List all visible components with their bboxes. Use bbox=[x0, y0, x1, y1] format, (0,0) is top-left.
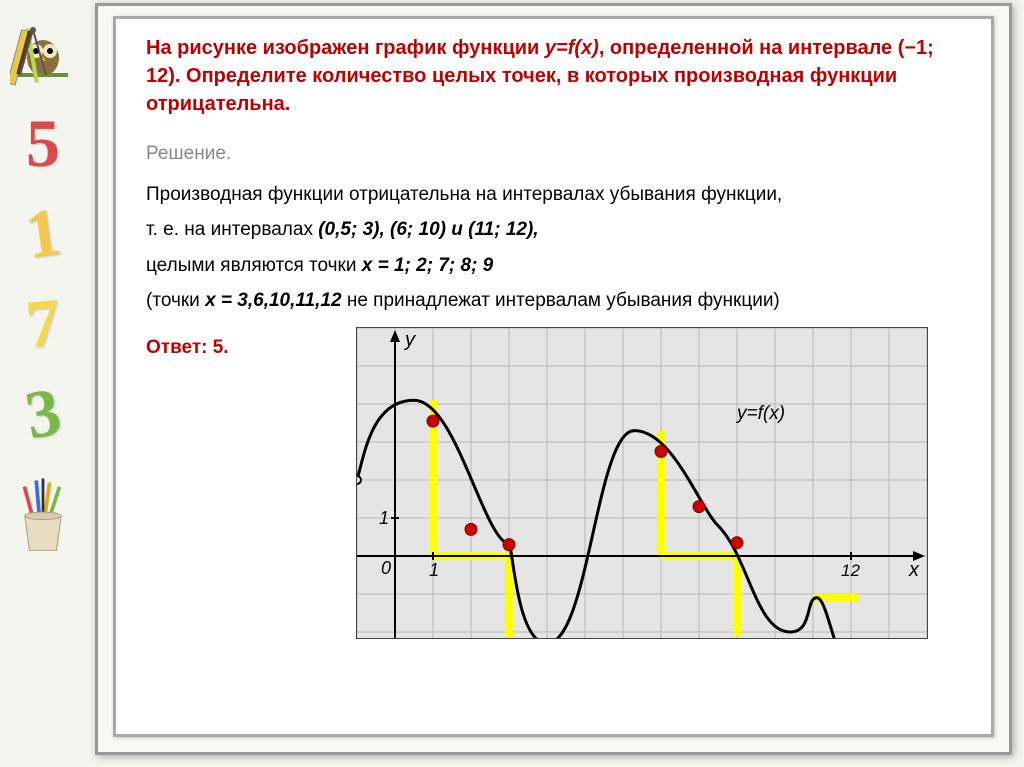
problem-function: y=f(x) bbox=[545, 37, 599, 59]
problem-text-1: На рисунке изображен график функции bbox=[146, 37, 545, 59]
problem-statement: На рисунке изображен график функции y=f(… bbox=[146, 34, 961, 118]
s2-text: т. е. на интервалах bbox=[146, 219, 318, 240]
svg-text:1: 1 bbox=[379, 508, 389, 528]
s2-intervals: (0,5; 3), (6; 10) и (11; 12), bbox=[318, 219, 538, 240]
solution-line-3: целыми являются точки x = 1; 2; 7; 8; 9 bbox=[146, 251, 961, 280]
compass-icon bbox=[8, 20, 58, 90]
digit-5-decoration: 5 bbox=[8, 105, 78, 180]
solution-line-2: т. е. на интервалах (0,5; 3), (6; 10) и … bbox=[146, 215, 961, 244]
svg-text:y: y bbox=[403, 329, 416, 351]
content-area: На рисунке изображен график функции y=f(… bbox=[113, 16, 994, 737]
chart-container: 0 1 1 y x 12 y=f(x) bbox=[356, 327, 961, 639]
svg-text:1: 1 bbox=[429, 560, 439, 580]
s4-excluded: x = 3,6,10,11,12 bbox=[205, 290, 341, 311]
sidebar-decorations: 5 1 7 3 bbox=[8, 15, 88, 575]
outer-frame: На рисунке изображен график функции y=f(… bbox=[95, 3, 1012, 755]
s3-points: x = 1; 2; 7; 8; 9 bbox=[362, 255, 493, 276]
solution-line-4: (точки x = 3,6,10,11,12 не принадлежат и… bbox=[146, 286, 961, 315]
answer-block: Ответ: 5. bbox=[146, 322, 351, 378]
svg-text:0: 0 bbox=[381, 558, 391, 578]
solution-label: Решение. bbox=[146, 143, 961, 165]
s3-text: целыми являются точки bbox=[146, 255, 362, 276]
slide: 5 1 7 3 bbox=[0, 0, 1024, 767]
function-graph: 0 1 1 y x 12 y=f(x) bbox=[356, 327, 928, 639]
digit-1-decoration: 1 bbox=[8, 195, 78, 270]
answer: Ответ: 5. bbox=[146, 337, 351, 359]
s4-text-a: (точки bbox=[146, 290, 205, 311]
svg-text:y=f(x): y=f(x) bbox=[735, 403, 785, 424]
s4-text-c: не принадлежат интервалам убывания функц… bbox=[342, 290, 780, 311]
solution-line-1: Производная функции отрицательна на инте… bbox=[146, 180, 961, 209]
digit-7-decoration: 7 bbox=[8, 285, 78, 360]
pencil-cup-icon bbox=[8, 465, 78, 560]
digit-3-decoration: 3 bbox=[8, 375, 78, 450]
bottom-split: Ответ: 5. 0 1 1 y x 12 y=f(x) bbox=[146, 322, 961, 639]
svg-text:12: 12 bbox=[841, 561, 860, 580]
svg-text:x: x bbox=[908, 559, 920, 581]
